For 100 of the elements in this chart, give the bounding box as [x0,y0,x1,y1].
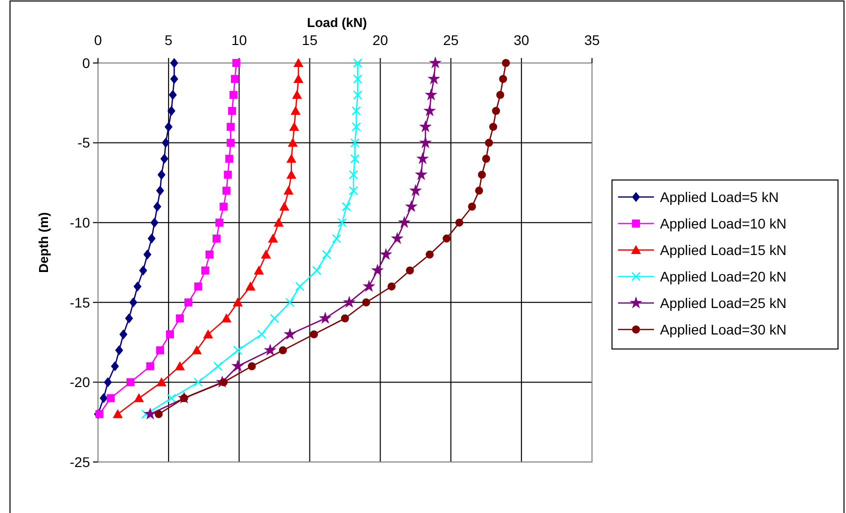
point [222,186,230,195]
point [254,265,264,274]
x-tick-label: 30 [514,32,530,48]
point [348,170,358,180]
point [289,122,300,131]
point [424,88,438,100]
point [212,234,221,243]
point [230,74,239,83]
point [229,90,238,99]
point [168,90,177,100]
point [115,345,124,356]
legend-label: Applied Load=5 kN [660,188,779,205]
point [404,200,418,212]
point [231,360,244,372]
point [224,170,232,179]
point [398,216,411,228]
point [184,298,192,306]
point [129,297,138,308]
point [353,58,362,68]
point [499,74,508,83]
point [342,202,352,212]
point [104,377,112,388]
point [134,393,144,402]
y-axis-title: Depth (m) [36,212,51,273]
point [286,170,296,179]
y-tick-label: -20 [70,374,90,390]
point [166,394,176,403]
point [342,296,356,308]
point [455,218,464,227]
point [213,362,223,371]
x-tick-label: 15 [302,32,318,48]
point [170,74,178,84]
y-tick-label: 0 [82,54,90,71]
point [100,393,108,404]
point [286,154,296,163]
point [496,90,504,99]
point [153,202,162,212]
point [174,361,185,370]
point [225,154,234,163]
point [201,266,210,274]
legend-label: Applied Load=15 kN [660,242,786,258]
point [194,282,202,290]
point [409,184,422,196]
point [156,346,164,354]
point [226,122,235,131]
point [284,328,296,340]
point [268,234,278,243]
point [293,58,304,67]
point [194,378,203,387]
point [274,218,284,227]
legend-label: Applied Load=20 kN [660,268,786,284]
point [264,344,277,356]
point [338,218,347,228]
point [203,329,214,338]
point [112,409,123,418]
legend-label: Applied Load=10 kN [660,215,786,232]
point [380,248,392,260]
point [290,106,301,115]
point [125,313,134,324]
point [423,104,436,116]
y-tick-label: -5 [78,134,90,151]
point [285,298,295,308]
point [221,313,232,322]
point [419,120,432,132]
y-tick-label: -10 [70,214,90,230]
point [353,74,362,84]
point [288,138,298,147]
point [318,312,332,324]
point [312,266,322,276]
point [406,266,414,274]
point [143,250,152,260]
point [478,170,486,179]
point [322,250,332,260]
point [139,265,148,276]
point [278,346,287,354]
point [146,362,154,370]
point [206,250,214,259]
point [228,106,236,115]
x-tick-label: 20 [372,32,388,48]
point [348,186,358,196]
point [295,282,304,292]
point [110,361,119,372]
point [166,330,174,338]
point [148,234,156,244]
point [502,59,510,67]
point [489,122,498,131]
point [134,281,142,292]
point [226,138,235,147]
point [141,409,151,419]
point [270,314,280,324]
point [164,122,173,132]
point [106,394,115,402]
point [248,362,256,370]
point [353,90,362,100]
legend-label: Applied Load=25 kN [660,294,786,311]
point [119,329,128,340]
point [350,154,360,164]
point [260,250,271,259]
x-tick-label: 35 [584,32,600,48]
point [371,264,384,276]
